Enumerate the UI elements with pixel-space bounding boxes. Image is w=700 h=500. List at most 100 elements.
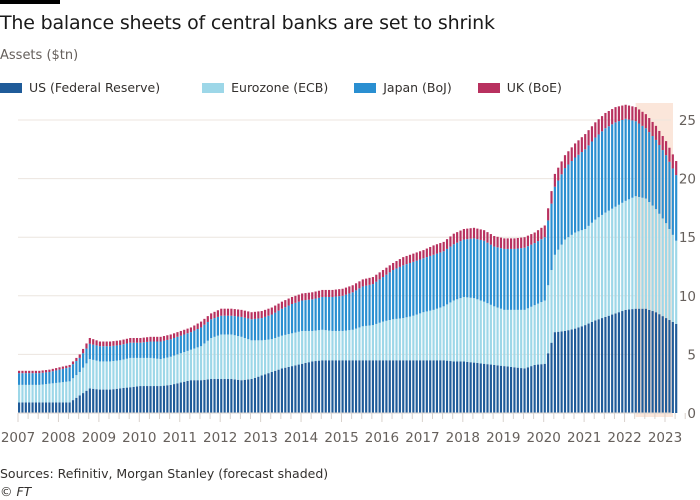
bar-segment-boe: [523, 237, 526, 248]
bar-segment-boj: [41, 372, 44, 385]
bar-segment-us: [449, 361, 452, 413]
bar-segment-us: [348, 360, 351, 413]
bar-segment-boe: [442, 241, 445, 252]
bar-segment-boe: [270, 307, 273, 315]
bar-segment-ecb: [55, 382, 58, 403]
bar-segment-ecb: [425, 311, 428, 361]
bar-segment-us: [675, 323, 678, 413]
bar-segment-ecb: [435, 308, 439, 361]
chart-legend: US (Federal Reserve) Eurozone (ECB) Japa…: [0, 80, 588, 95]
bar-segment-ecb: [31, 384, 34, 403]
bar-segment-boe: [361, 279, 364, 287]
bar-segment-boj: [523, 247, 526, 310]
bar-segment-boj: [51, 371, 54, 384]
bar-segment-boj: [199, 327, 203, 347]
legend-item-boe: UK (BoE): [477, 80, 562, 95]
bar-segment-ecb: [119, 360, 122, 389]
bar-segment-boj: [493, 246, 496, 307]
bar-segment-ecb: [166, 357, 169, 386]
bar-segment-ecb: [210, 337, 213, 380]
bar-segment-ecb: [385, 320, 388, 361]
bar-segment-us: [237, 379, 240, 413]
bar-segment-boe: [648, 118, 651, 133]
bar-segment-boe: [331, 289, 334, 297]
bar-segment-us: [68, 402, 71, 413]
bar-segment-boj: [516, 248, 519, 310]
bar-segment-boj: [600, 131, 604, 215]
bar-segment-us: [28, 402, 31, 413]
bar-segment-ecb: [445, 304, 449, 361]
bar-segment-ecb: [486, 303, 489, 365]
bar-segment-us: [654, 312, 658, 413]
bar-segment-us: [398, 360, 401, 413]
bar-segment-ecb: [506, 309, 509, 367]
bar-segment-boe: [668, 147, 671, 162]
bar-segment-ecb: [648, 202, 651, 310]
bar-segment-ecb: [284, 334, 287, 368]
bar-segment-boj: [247, 318, 250, 340]
bar-segment-boe: [102, 341, 105, 347]
bar-segment-boe: [280, 301, 284, 309]
bar-segment-us: [621, 311, 624, 413]
legend-swatch-ecb: [202, 82, 225, 93]
bar-segment-ecb: [102, 361, 105, 390]
bar-segment-boj: [584, 149, 587, 229]
bar-segment-boe: [526, 235, 530, 247]
bar-segment-boe: [34, 370, 38, 374]
bar-segment-ecb: [560, 244, 563, 332]
bar-segment-boe: [18, 370, 21, 374]
bar-segment-boj: [466, 239, 469, 298]
bar-segment-ecb: [280, 335, 284, 369]
bar-segment-us: [412, 360, 415, 413]
bar-segment-ecb: [375, 323, 378, 361]
bar-segment-boe: [78, 354, 81, 358]
bar-segment-boj: [483, 240, 486, 302]
bar-segment-boe: [139, 337, 142, 343]
bar-segment-boe: [58, 367, 61, 370]
bar-segment-ecb: [381, 321, 385, 361]
bar-segment-us: [146, 386, 149, 413]
bar-segment-us: [553, 332, 556, 413]
bar-segment-us: [466, 361, 469, 413]
bar-segment-boj: [95, 345, 98, 361]
bar-segment-boj: [284, 307, 287, 335]
bar-segment-boj: [344, 294, 348, 331]
y-tick-label: 15: [679, 230, 696, 246]
y-tick-label: 5: [687, 347, 696, 363]
bar-segment-ecb: [92, 359, 95, 389]
bar-segment-us: [149, 386, 152, 413]
bar-segment-ecb: [395, 318, 398, 361]
bar-segment-ecb: [354, 328, 358, 361]
bar-segment-boj: [260, 318, 263, 341]
bar-segment-ecb: [250, 340, 253, 380]
bar-segment-boe: [665, 141, 668, 156]
bar-segment-boe: [462, 228, 465, 240]
bar-segment-boe: [166, 335, 169, 340]
bar-segment-boj: [183, 334, 186, 353]
bar-segment-boe: [82, 348, 85, 354]
bar-segment-boj: [429, 255, 432, 311]
bar-segment-boj: [88, 343, 91, 360]
bar-segment-ecb: [88, 359, 91, 389]
bar-segment-boe: [274, 305, 277, 313]
bar-segment-us: [432, 360, 435, 413]
bar-segment-boj: [371, 284, 374, 326]
bar-segment-boe: [587, 130, 590, 146]
bar-segment-boj: [402, 265, 405, 319]
bar-segment-boj: [563, 168, 567, 240]
bar-segment-ecb: [334, 330, 337, 361]
bar-segment-boe: [354, 283, 358, 291]
bar-segment-boe: [567, 151, 570, 165]
bar-segment-boe: [590, 126, 594, 142]
bar-segment-boe: [344, 287, 348, 295]
bar-segment-boe: [550, 191, 553, 204]
bar-segment-boj: [557, 180, 560, 250]
bar-segment-us: [307, 362, 310, 413]
bar-segment-boe: [408, 254, 412, 263]
bar-segment-boj: [280, 308, 284, 336]
bar-segment-boj: [75, 361, 78, 376]
bar-segment-us: [223, 379, 226, 413]
bar-segment-us: [587, 323, 590, 413]
bar-segment-boj: [574, 157, 577, 233]
bar-segment-ecb: [203, 343, 206, 380]
